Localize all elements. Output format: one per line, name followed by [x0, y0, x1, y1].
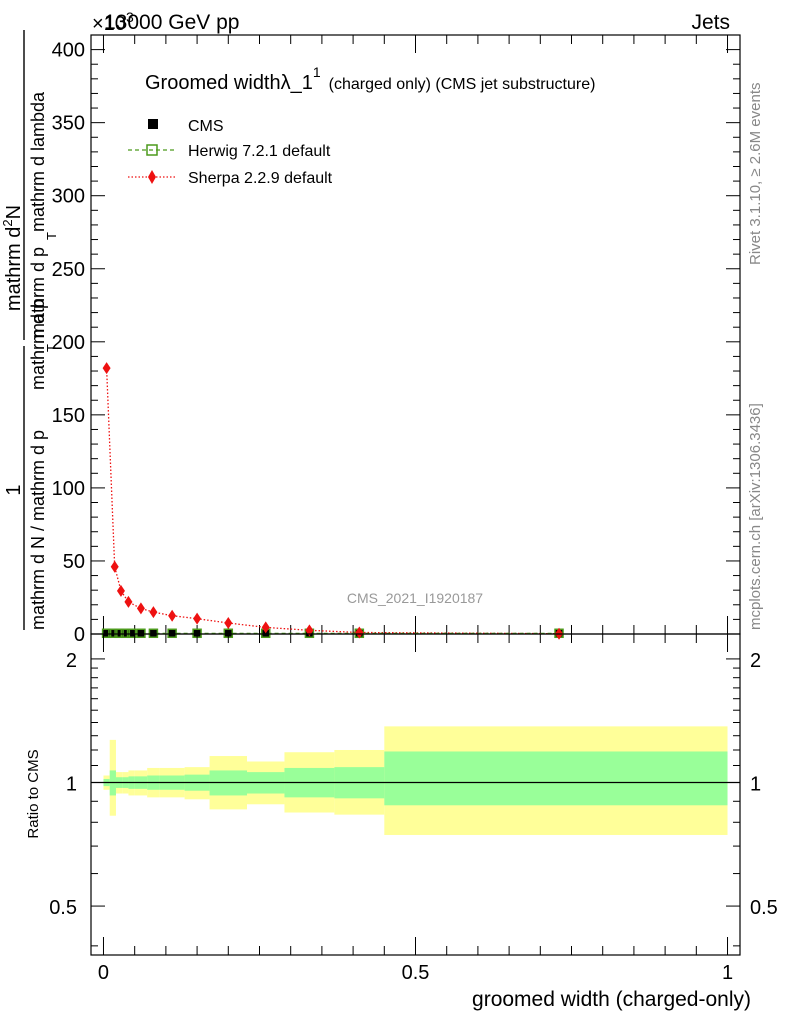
cms-point	[168, 629, 177, 638]
ratio-ytick-label-right: 1	[750, 773, 761, 795]
sherpa-point	[193, 612, 202, 625]
cms-point	[102, 629, 111, 638]
cms-point	[127, 629, 136, 638]
cms-point	[149, 629, 158, 638]
main-ytick-label: 300	[52, 186, 85, 208]
ratio-xticks: 0 0.5 1	[98, 634, 733, 984]
sherpa-point	[136, 602, 145, 615]
ylabel-numerator: mathrm d2N	[0, 205, 25, 311]
main-ytick-label: 200	[52, 332, 85, 354]
analysis-id: CMS_2021_I1920187	[347, 590, 483, 606]
ratio-bands	[103, 726, 728, 835]
sherpa-point	[116, 584, 125, 597]
sherpa-line	[105, 368, 560, 635]
main-ylabel: 1 mathrm d N / mathrm d p mathrm d2N mat…	[0, 30, 59, 630]
ratio-ytick-label-right: 2	[750, 650, 761, 672]
ylabel-dpt-2: mathrm d p	[28, 299, 48, 390]
main-yticks: 0 50 100 150 200 250 300 350 400	[52, 40, 740, 646]
ylabel-fraction-one: 1	[3, 484, 25, 495]
ratio-xlabel: groomed width (charged-only)	[472, 988, 751, 1011]
sherpa-point	[102, 362, 111, 375]
ratio-xtick-label: 0.5	[402, 962, 430, 984]
cms-point	[136, 629, 145, 638]
cms-point	[224, 629, 233, 638]
legend-cms-label: CMS	[188, 118, 224, 135]
ylabel-dpt-sub: T	[44, 232, 59, 240]
herwig-point	[148, 628, 159, 639]
herwig-point	[136, 628, 146, 639]
cms-point	[121, 629, 130, 638]
mcplots-label: mcplots.cern.ch [arXiv:1306.3436]	[747, 403, 764, 630]
ratio-ytick-label: 0.5	[49, 897, 77, 919]
legend-cms-marker	[148, 119, 158, 129]
herwig-point	[167, 628, 177, 639]
sherpa-point	[224, 617, 233, 630]
sherpa-point	[124, 595, 133, 608]
process-label: Jets	[691, 11, 730, 34]
sherpa-point	[355, 626, 364, 639]
energy-label: 13000 GeV pp	[104, 11, 239, 34]
ylabel-dpt: mathrm d p	[28, 247, 48, 338]
sherpa-point	[261, 621, 270, 634]
main-ytick-label: 150	[52, 405, 85, 427]
main-ytick-label: 400	[52, 40, 85, 62]
ratio-ytick-label-right: 0.5	[750, 897, 778, 919]
ratio-yticks: 0.5 0.5 1 1 2 2	[49, 650, 778, 947]
cms-point	[193, 629, 202, 638]
legend-item-herwig: Herwig 7.2.1 default	[128, 143, 331, 160]
ratio-xtick-label: 0	[98, 962, 109, 984]
ratio-ytick-label: 2	[66, 650, 77, 672]
main-ytick-label: 350	[52, 113, 85, 135]
legend-herwig-marker	[146, 144, 158, 156]
legend-sherpa-marker	[148, 170, 156, 184]
ratio-ylabel: Ratio to CMS	[25, 749, 42, 838]
sherpa-point	[110, 560, 119, 573]
herwig-point	[120, 628, 131, 639]
main-ytick-label: 50	[63, 551, 85, 573]
herwig-point	[108, 628, 118, 639]
herwig-point	[114, 628, 124, 639]
main-ytick-label: 100	[52, 478, 85, 500]
ylabel-denominator: mathrm d N / mathrm d p	[28, 430, 48, 630]
ratio-xtick-label: 1	[722, 962, 733, 984]
ylabel-dpt-2-sub: T	[44, 344, 59, 352]
stat-band-bin	[384, 751, 728, 806]
sherpa-point	[305, 624, 314, 637]
herwig-point	[101, 628, 112, 639]
legend-herwig-label: Herwig 7.2.1 default	[188, 143, 331, 160]
exponent-label: ×103	[92, 9, 134, 35]
herwig-point	[126, 628, 137, 639]
main-ytick-label: 0	[74, 624, 85, 646]
ratio-ytick-label: 1	[66, 773, 77, 795]
cms-point	[108, 629, 117, 638]
ratio-plot: 0.5 0.51 12 2 0 0.5 1 Ratio to CMS groomed wi…	[25, 633, 778, 1011]
main-ytick-label: 250	[52, 259, 85, 281]
main-xticks	[102, 35, 729, 634]
main-plot: 0 50 100 150 200 250 300 350 400 CMS_2021_I19201…	[52, 34, 741, 646]
ylabel-dlambda: mathrm d lambda	[28, 91, 48, 232]
main-title: Groomed widthλ_11(charged only) (CMS jet…	[145, 64, 595, 94]
sherpa-point	[149, 606, 158, 619]
legend-item-sherpa: Sherpa 2.2.9 default	[128, 170, 333, 187]
sherpa-point	[168, 609, 177, 622]
legend-item-cms: CMS	[148, 118, 224, 135]
rivet-label: Rivet 3.1.10, ≥ 2.6M events	[747, 83, 764, 266]
legend: CMS Herwig 7.2.1 default Sherpa 2.2.9 de…	[128, 118, 333, 187]
cms-point	[115, 629, 124, 638]
legend-sherpa-label: Sherpa 2.2.9 default	[188, 170, 333, 187]
main-series	[101, 362, 564, 640]
